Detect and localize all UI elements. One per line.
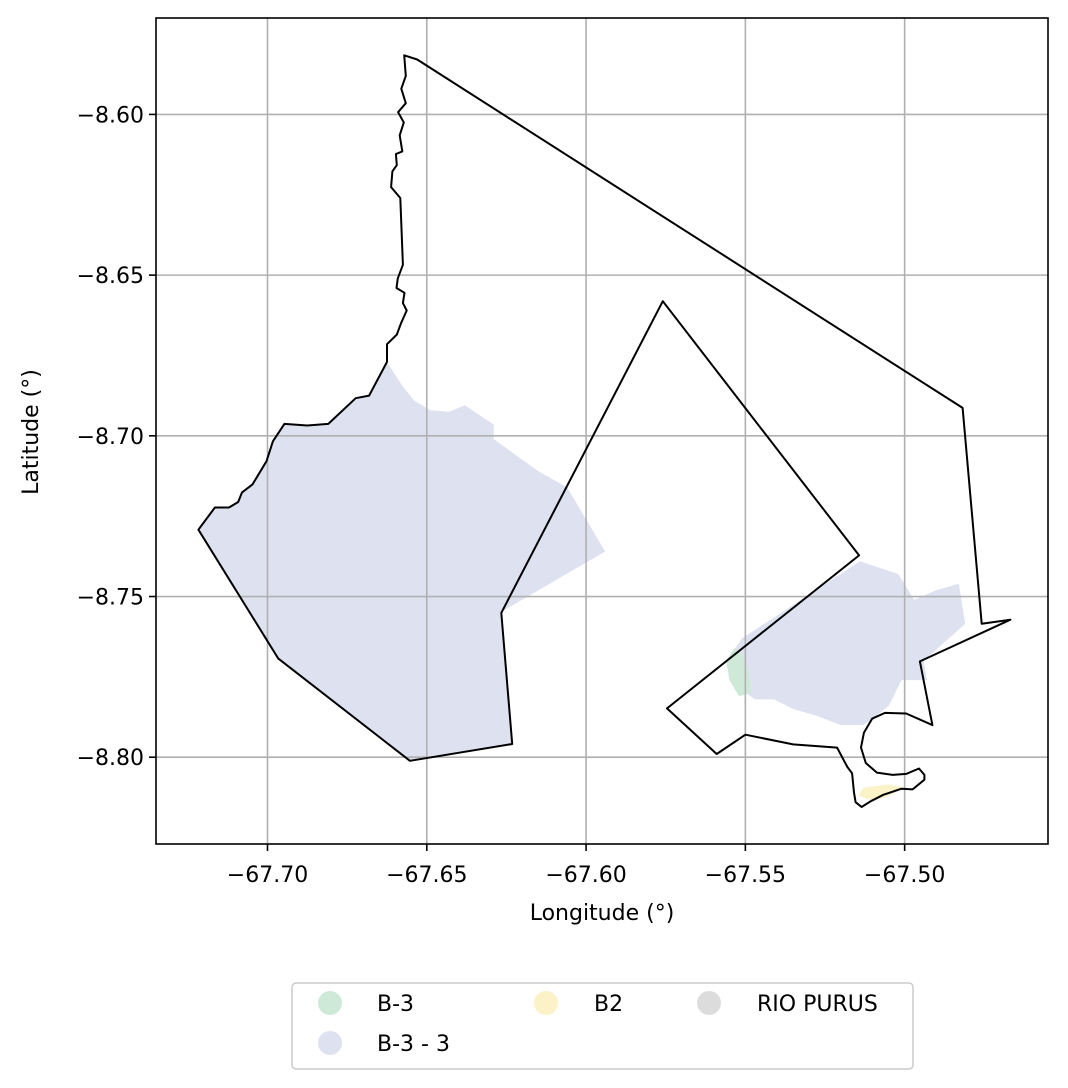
legend-marker-b2	[534, 991, 558, 1015]
filled-areas	[198, 361, 966, 801]
x-tick-label: −67.50	[864, 863, 945, 888]
grid-lines	[156, 18, 1048, 844]
filled-area-1	[726, 561, 966, 726]
y-tick-label: −8.70	[77, 425, 144, 450]
boundary-outline	[197, 54, 1012, 808]
y-tick-label: −8.60	[77, 103, 144, 128]
legend-entry-b3: B-3	[318, 991, 414, 1017]
x-tick-label: −67.60	[545, 863, 626, 888]
legend-label-b3: B-3	[377, 992, 414, 1017]
legend-marker-b3-3	[318, 1031, 342, 1055]
x-axis-title: Longitude (°)	[530, 901, 675, 926]
legend-label-b3-3: B-3 - 3	[377, 1032, 450, 1057]
legend-entry-b2: B2	[534, 991, 623, 1017]
y-axis-ticks: −8.60 −8.65 −8.70 −8.75 −8.80	[77, 103, 156, 771]
x-axis-ticks: −67.70 −67.65 −67.60 −67.55 −67.50	[227, 844, 945, 888]
y-tick-label: −8.75	[77, 586, 144, 611]
y-axis-title: Latitude (°)	[19, 369, 44, 495]
legend-marker-b3	[318, 991, 342, 1015]
x-tick-label: −67.55	[705, 863, 786, 888]
x-tick-label: −67.65	[386, 863, 467, 888]
legend-label-b2: B2	[594, 992, 623, 1017]
filled-area-3	[858, 784, 905, 801]
legend: B-3 B-3 - 3 B2 RIO PURUS	[291, 982, 914, 1070]
boundaries	[197, 54, 1012, 808]
legend-label-rio-purus: RIO PURUS	[757, 992, 878, 1017]
filled-area-0	[198, 361, 606, 761]
plot-frame	[155, 17, 1049, 845]
legend-frame	[291, 982, 914, 1070]
legend-entry-b3-3: B-3 - 3	[318, 1031, 450, 1057]
legend-marker-rio-purus	[697, 991, 721, 1015]
y-tick-label: −8.65	[77, 264, 144, 289]
legend-entry-rio-purus: RIO PURUS	[697, 991, 878, 1017]
plot-area	[155, 17, 1049, 845]
y-tick-label: −8.80	[77, 746, 144, 771]
x-tick-label: −67.70	[227, 863, 308, 888]
